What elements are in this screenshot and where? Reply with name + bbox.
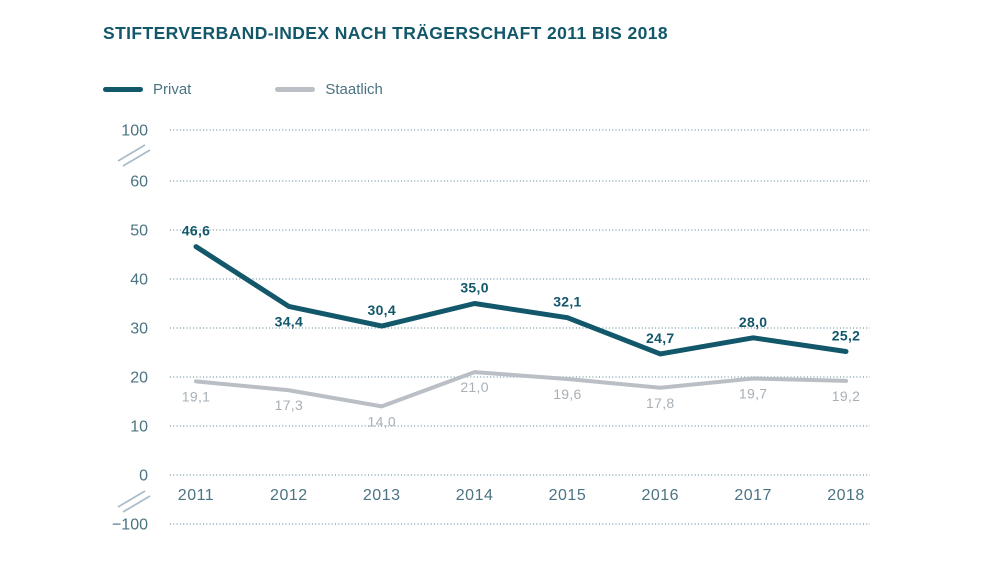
y-tick-label-20: 20 (130, 370, 148, 387)
y-tick-label-40: 40 (130, 272, 148, 289)
legend-item-privat: Privat (103, 81, 191, 98)
data-label-staatlich-2015: 19,6 (553, 386, 581, 402)
x-tick-label-2013: 2013 (363, 487, 401, 504)
x-tick-label-2011: 2011 (178, 487, 214, 504)
x-tick-label-2015: 2015 (549, 487, 587, 504)
legend-item-staatlich: Staatlich (275, 81, 383, 98)
data-label-privat-2016: 24,7 (646, 330, 674, 346)
legend-label-privat: Privat (153, 81, 192, 98)
privat-line-swatch-icon (103, 87, 143, 92)
axis-break-icon-bottom-1 (122, 495, 151, 513)
x-tick-label-2014: 2014 (456, 487, 494, 504)
data-label-privat-2018: 25,2 (832, 328, 860, 344)
y-tick-label-50: 50 (130, 223, 148, 240)
x-tick-label-2018: 2018 (827, 487, 865, 504)
x-tick-label-2017: 2017 (734, 487, 772, 504)
data-label-staatlich-2017: 19,7 (739, 385, 767, 401)
y-tick-label-60: 60 (130, 174, 148, 191)
y-tick-label-30: 30 (130, 321, 148, 338)
series-line-staatlich (194, 370, 848, 409)
data-label-staatlich-2016: 17,8 (646, 395, 674, 411)
data-label-staatlich-2018: 19,2 (832, 388, 860, 404)
data-label-privat-2017: 28,0 (739, 314, 767, 330)
y-tick-label-−100: −100 (112, 517, 148, 534)
data-label-staatlich-2013: 14,0 (367, 413, 395, 429)
x-tick-label-2016: 2016 (641, 487, 679, 504)
y-tick-label-10: 10 (130, 419, 148, 436)
data-label-staatlich-2014: 21,0 (460, 379, 488, 395)
data-label-privat-2011: 46,6 (182, 223, 210, 239)
legend: Privat Staatlich (103, 81, 383, 98)
chart-title: STIFTERVERBAND-INDEX NACH TRÄGERSCHAFT 2… (103, 23, 669, 43)
data-label-staatlich-2012: 17,3 (275, 397, 303, 413)
x-tick-label-2012: 2012 (270, 487, 308, 504)
staatlich-line-swatch-icon (275, 87, 316, 92)
series-line-privat (193, 244, 849, 357)
data-label-privat-2013: 30,4 (367, 302, 395, 318)
axis-break-icon-top-1 (122, 149, 151, 167)
data-label-privat-2014: 35,0 (460, 280, 488, 296)
data-label-privat-2015: 32,1 (553, 294, 581, 310)
axis-break-icon-bottom-0 (117, 490, 146, 508)
axis-break-icon-top-0 (117, 144, 146, 162)
y-tick-label-100: 100 (121, 123, 148, 140)
y-tick-label-0: 0 (139, 468, 148, 485)
data-label-staatlich-2011: 19,1 (182, 388, 210, 404)
legend-label-staatlich: Staatlich (325, 81, 383, 98)
data-label-privat-2012: 34,4 (275, 313, 303, 329)
